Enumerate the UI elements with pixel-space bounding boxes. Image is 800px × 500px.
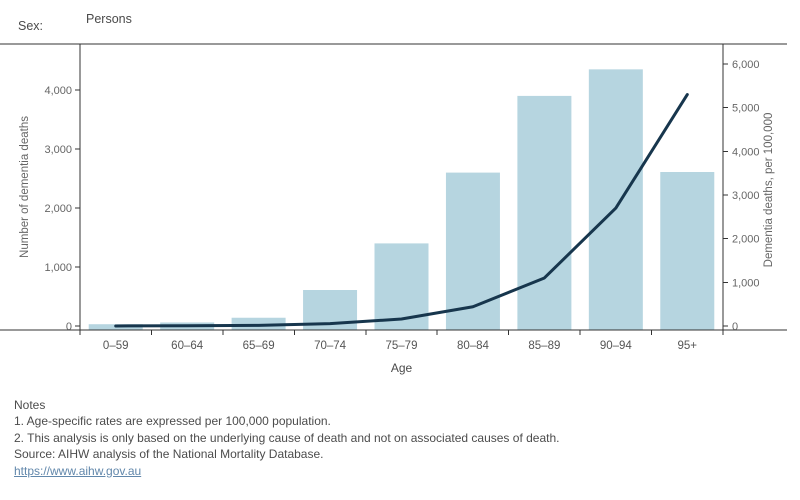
sex-filter-value[interactable]: Persons xyxy=(86,12,132,26)
x-category-label: 70–74 xyxy=(314,340,347,352)
right-axis-tick-label: 5,000 xyxy=(732,103,760,115)
x-category-label: 95+ xyxy=(678,340,698,352)
left-axis-tick-label: 3,000 xyxy=(44,144,72,156)
bar-85–89[interactable] xyxy=(517,95,572,331)
right-axis-tick-label: 0 xyxy=(732,321,738,333)
bar-90–94[interactable] xyxy=(588,69,643,330)
x-category-label: 85–89 xyxy=(528,340,560,352)
x-category-label: 90–94 xyxy=(600,340,633,352)
x-category-label: 60–64 xyxy=(171,340,204,352)
chart-footer: Notes 1. Age-specific rates are expresse… xyxy=(14,397,559,479)
note-1: 1. Age-specific rates are expressed per … xyxy=(14,414,331,429)
source-note: Source: AIHW analysis of the National Mo… xyxy=(14,447,324,462)
sex-filter-label: Sex: xyxy=(18,19,44,33)
notes-heading: Notes xyxy=(14,398,46,412)
x-category-label: 75–79 xyxy=(386,340,418,352)
note-2: 2. This analysis is only based on the un… xyxy=(14,430,560,445)
right-axis-tick-label: 3,000 xyxy=(732,190,760,202)
dementia-deaths-by-age-chart: 0 1,000 2,000 3,000 4,000 0 1,000 2,000 3,000 4,0… xyxy=(0,43,787,375)
rate-line[interactable] xyxy=(114,93,689,328)
right-axis-tick-label: 4,000 xyxy=(732,146,760,158)
bar-80–84[interactable] xyxy=(445,172,500,330)
left-axis-tick-label: 2,000 xyxy=(44,203,72,215)
left-axis-title: Number of dementia deaths xyxy=(19,116,31,258)
left-axis-tick-label: 4,000 xyxy=(44,85,72,97)
right-axis-tick-label: 1,000 xyxy=(732,277,760,289)
x-axis-title: Age xyxy=(391,361,413,375)
x-category-label: 65–69 xyxy=(243,340,275,352)
right-axis-tick-label: 6,000 xyxy=(732,59,760,71)
right-axis-tick-label: 2,000 xyxy=(732,234,760,246)
right-axis-title: Dementia deaths, per 100,000 xyxy=(763,113,775,268)
aihw-link[interactable]: https://www.aihw.gov.au xyxy=(14,463,142,478)
left-axis-tick-label: 0 xyxy=(66,321,72,333)
left-axis-tick-label: 1,000 xyxy=(44,262,72,274)
x-category-label: 0–59 xyxy=(103,340,129,352)
bar-95+[interactable] xyxy=(660,172,715,330)
x-category-label: 80–84 xyxy=(457,340,490,352)
